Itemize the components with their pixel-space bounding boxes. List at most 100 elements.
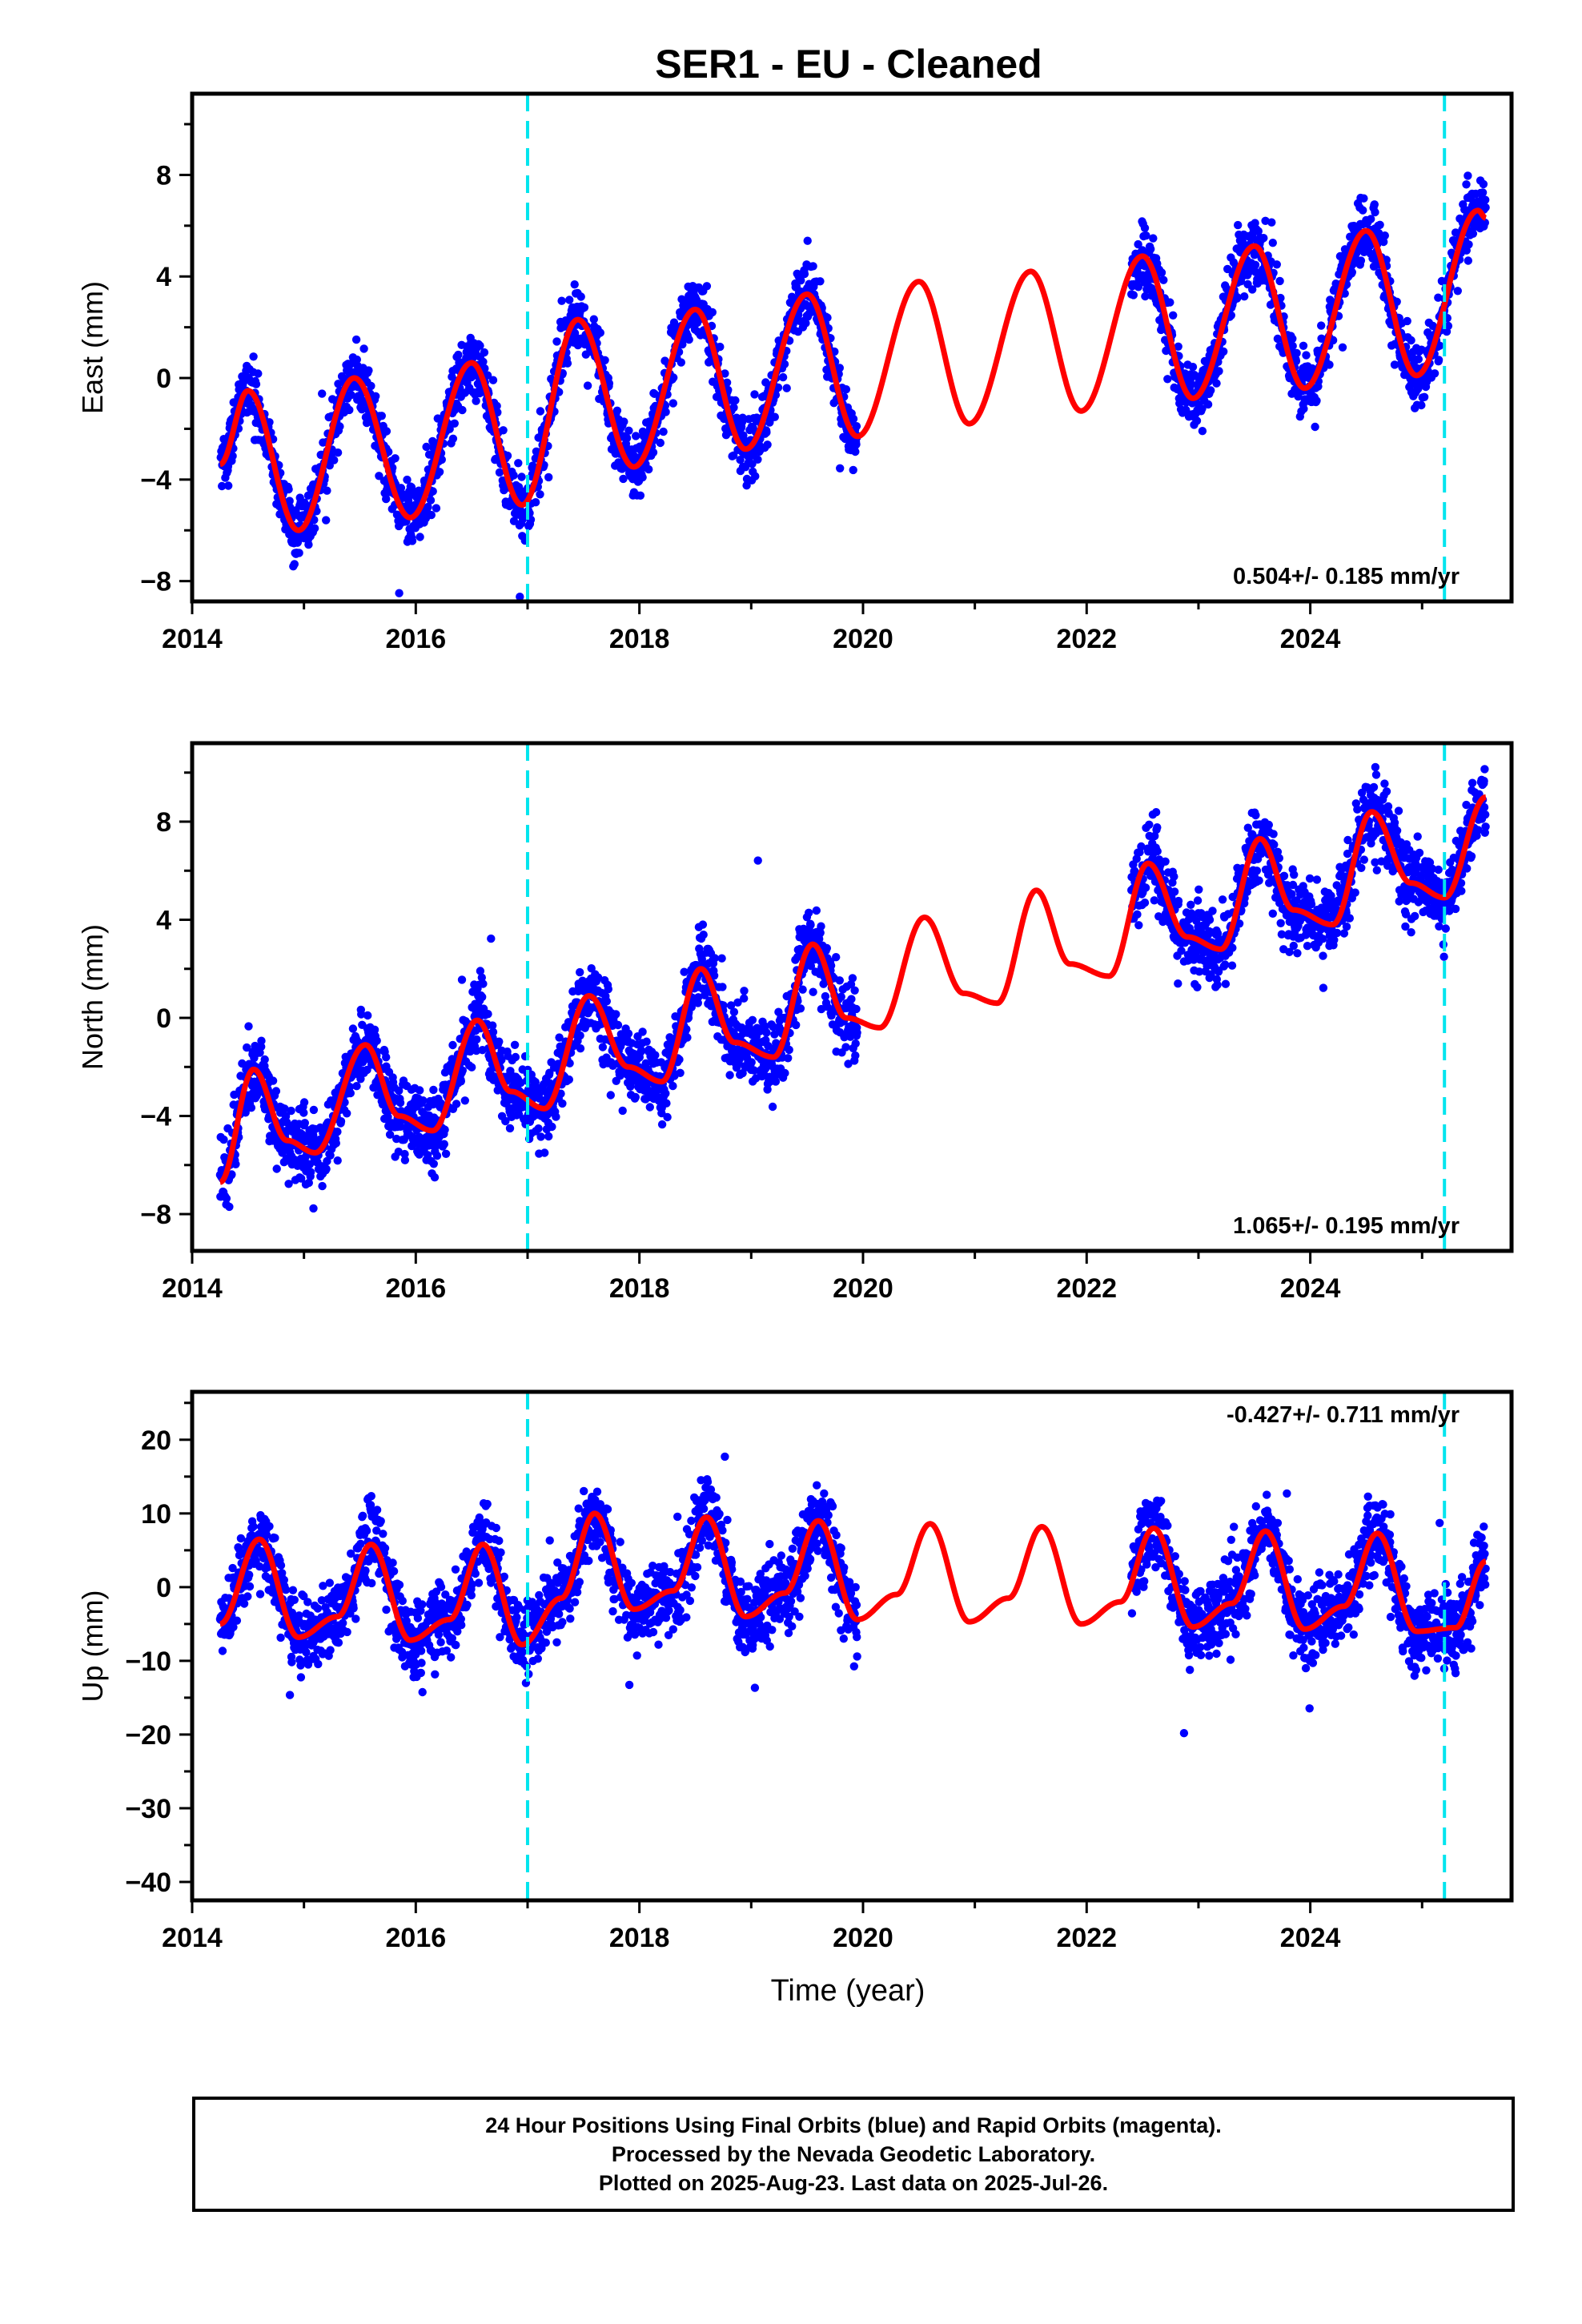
data-point xyxy=(1221,960,1230,969)
data-point xyxy=(309,1204,318,1213)
data-point xyxy=(260,1055,269,1064)
data-point xyxy=(747,1058,756,1067)
data-point xyxy=(544,1132,553,1141)
data-point xyxy=(620,417,628,426)
data-point xyxy=(682,1025,691,1034)
data-point xyxy=(345,1083,355,1092)
data-point xyxy=(382,494,391,504)
data-point xyxy=(602,997,611,1006)
data-point xyxy=(1218,895,1227,904)
data-point xyxy=(1207,970,1215,979)
data-point xyxy=(768,1102,777,1112)
data-point xyxy=(510,1040,520,1050)
x-tick-label: 2014 xyxy=(162,624,223,654)
data-point xyxy=(847,995,856,1003)
data-point xyxy=(347,360,355,368)
data-point xyxy=(604,379,614,388)
data-point xyxy=(576,1031,584,1040)
data-point xyxy=(1428,321,1438,331)
data-point xyxy=(1145,820,1154,830)
plot-area-east xyxy=(216,171,1490,601)
data-point xyxy=(309,1105,319,1115)
data-point xyxy=(283,1118,291,1127)
data-point xyxy=(225,1202,234,1212)
data-point xyxy=(495,1037,504,1046)
data-point xyxy=(1480,218,1490,227)
data-point xyxy=(733,998,742,1007)
data-point xyxy=(1134,921,1143,930)
data-point xyxy=(661,408,670,416)
data-point xyxy=(244,1022,253,1031)
data-point xyxy=(835,976,845,985)
data-point xyxy=(304,540,313,549)
data-point xyxy=(822,943,832,953)
data-point xyxy=(352,1082,361,1091)
data-point xyxy=(391,454,400,463)
data-point xyxy=(557,296,566,305)
data-point xyxy=(800,269,809,279)
data-point xyxy=(576,967,584,977)
data-point xyxy=(268,1076,278,1085)
data-point xyxy=(598,1043,608,1051)
data-point xyxy=(383,1112,392,1121)
data-point xyxy=(841,385,851,394)
data-point xyxy=(1379,237,1388,247)
data-point xyxy=(364,366,373,375)
data-point xyxy=(1479,179,1488,189)
data-point xyxy=(750,390,759,399)
data-point xyxy=(297,1174,306,1183)
data-point xyxy=(501,1116,510,1126)
data-point xyxy=(460,1096,469,1105)
data-point xyxy=(408,537,417,545)
data-point xyxy=(351,335,361,344)
y-tick-label: 8 xyxy=(156,160,171,191)
data-point xyxy=(1205,915,1215,924)
data-point xyxy=(331,1139,340,1148)
data-point xyxy=(544,472,553,482)
data-point xyxy=(632,432,640,440)
data-point xyxy=(479,979,488,988)
data-point xyxy=(419,1096,428,1105)
data-point xyxy=(593,973,603,982)
data-point xyxy=(476,967,485,975)
y-tick-label: 4 xyxy=(156,262,171,292)
data-point xyxy=(305,1160,315,1169)
data-point xyxy=(284,485,293,494)
data-point xyxy=(648,448,658,457)
data-point xyxy=(1435,341,1444,350)
data-point xyxy=(619,474,628,484)
data-point xyxy=(1227,961,1237,970)
data-point xyxy=(852,422,861,431)
data-point xyxy=(710,954,719,963)
data-point xyxy=(1478,188,1488,197)
data-point xyxy=(1462,180,1471,189)
data-point xyxy=(1272,260,1282,269)
data-point xyxy=(645,1103,654,1112)
data-point xyxy=(424,502,432,512)
data-point xyxy=(722,378,732,387)
data-point xyxy=(385,1130,395,1140)
data-point xyxy=(326,1151,335,1160)
data-point xyxy=(771,1077,781,1086)
data-point xyxy=(669,1081,677,1091)
data-point xyxy=(429,1160,438,1168)
data-point xyxy=(662,1099,671,1108)
data-point xyxy=(395,1086,404,1096)
data-point xyxy=(318,1181,327,1191)
data-point xyxy=(823,1002,832,1011)
data-point xyxy=(740,994,749,1003)
data-point xyxy=(1375,220,1384,229)
x-tick-label: 2022 xyxy=(1056,624,1117,654)
data-point xyxy=(1212,379,1221,388)
data-point xyxy=(299,1098,309,1107)
data-point xyxy=(742,481,751,490)
data-point xyxy=(1453,287,1463,296)
data-point xyxy=(440,1125,449,1134)
data-point xyxy=(823,313,832,322)
data-point xyxy=(310,524,319,533)
data-point xyxy=(676,1068,685,1078)
data-point xyxy=(846,1032,855,1041)
data-point xyxy=(483,371,492,380)
data-point xyxy=(347,391,355,400)
data-point xyxy=(304,1178,313,1188)
